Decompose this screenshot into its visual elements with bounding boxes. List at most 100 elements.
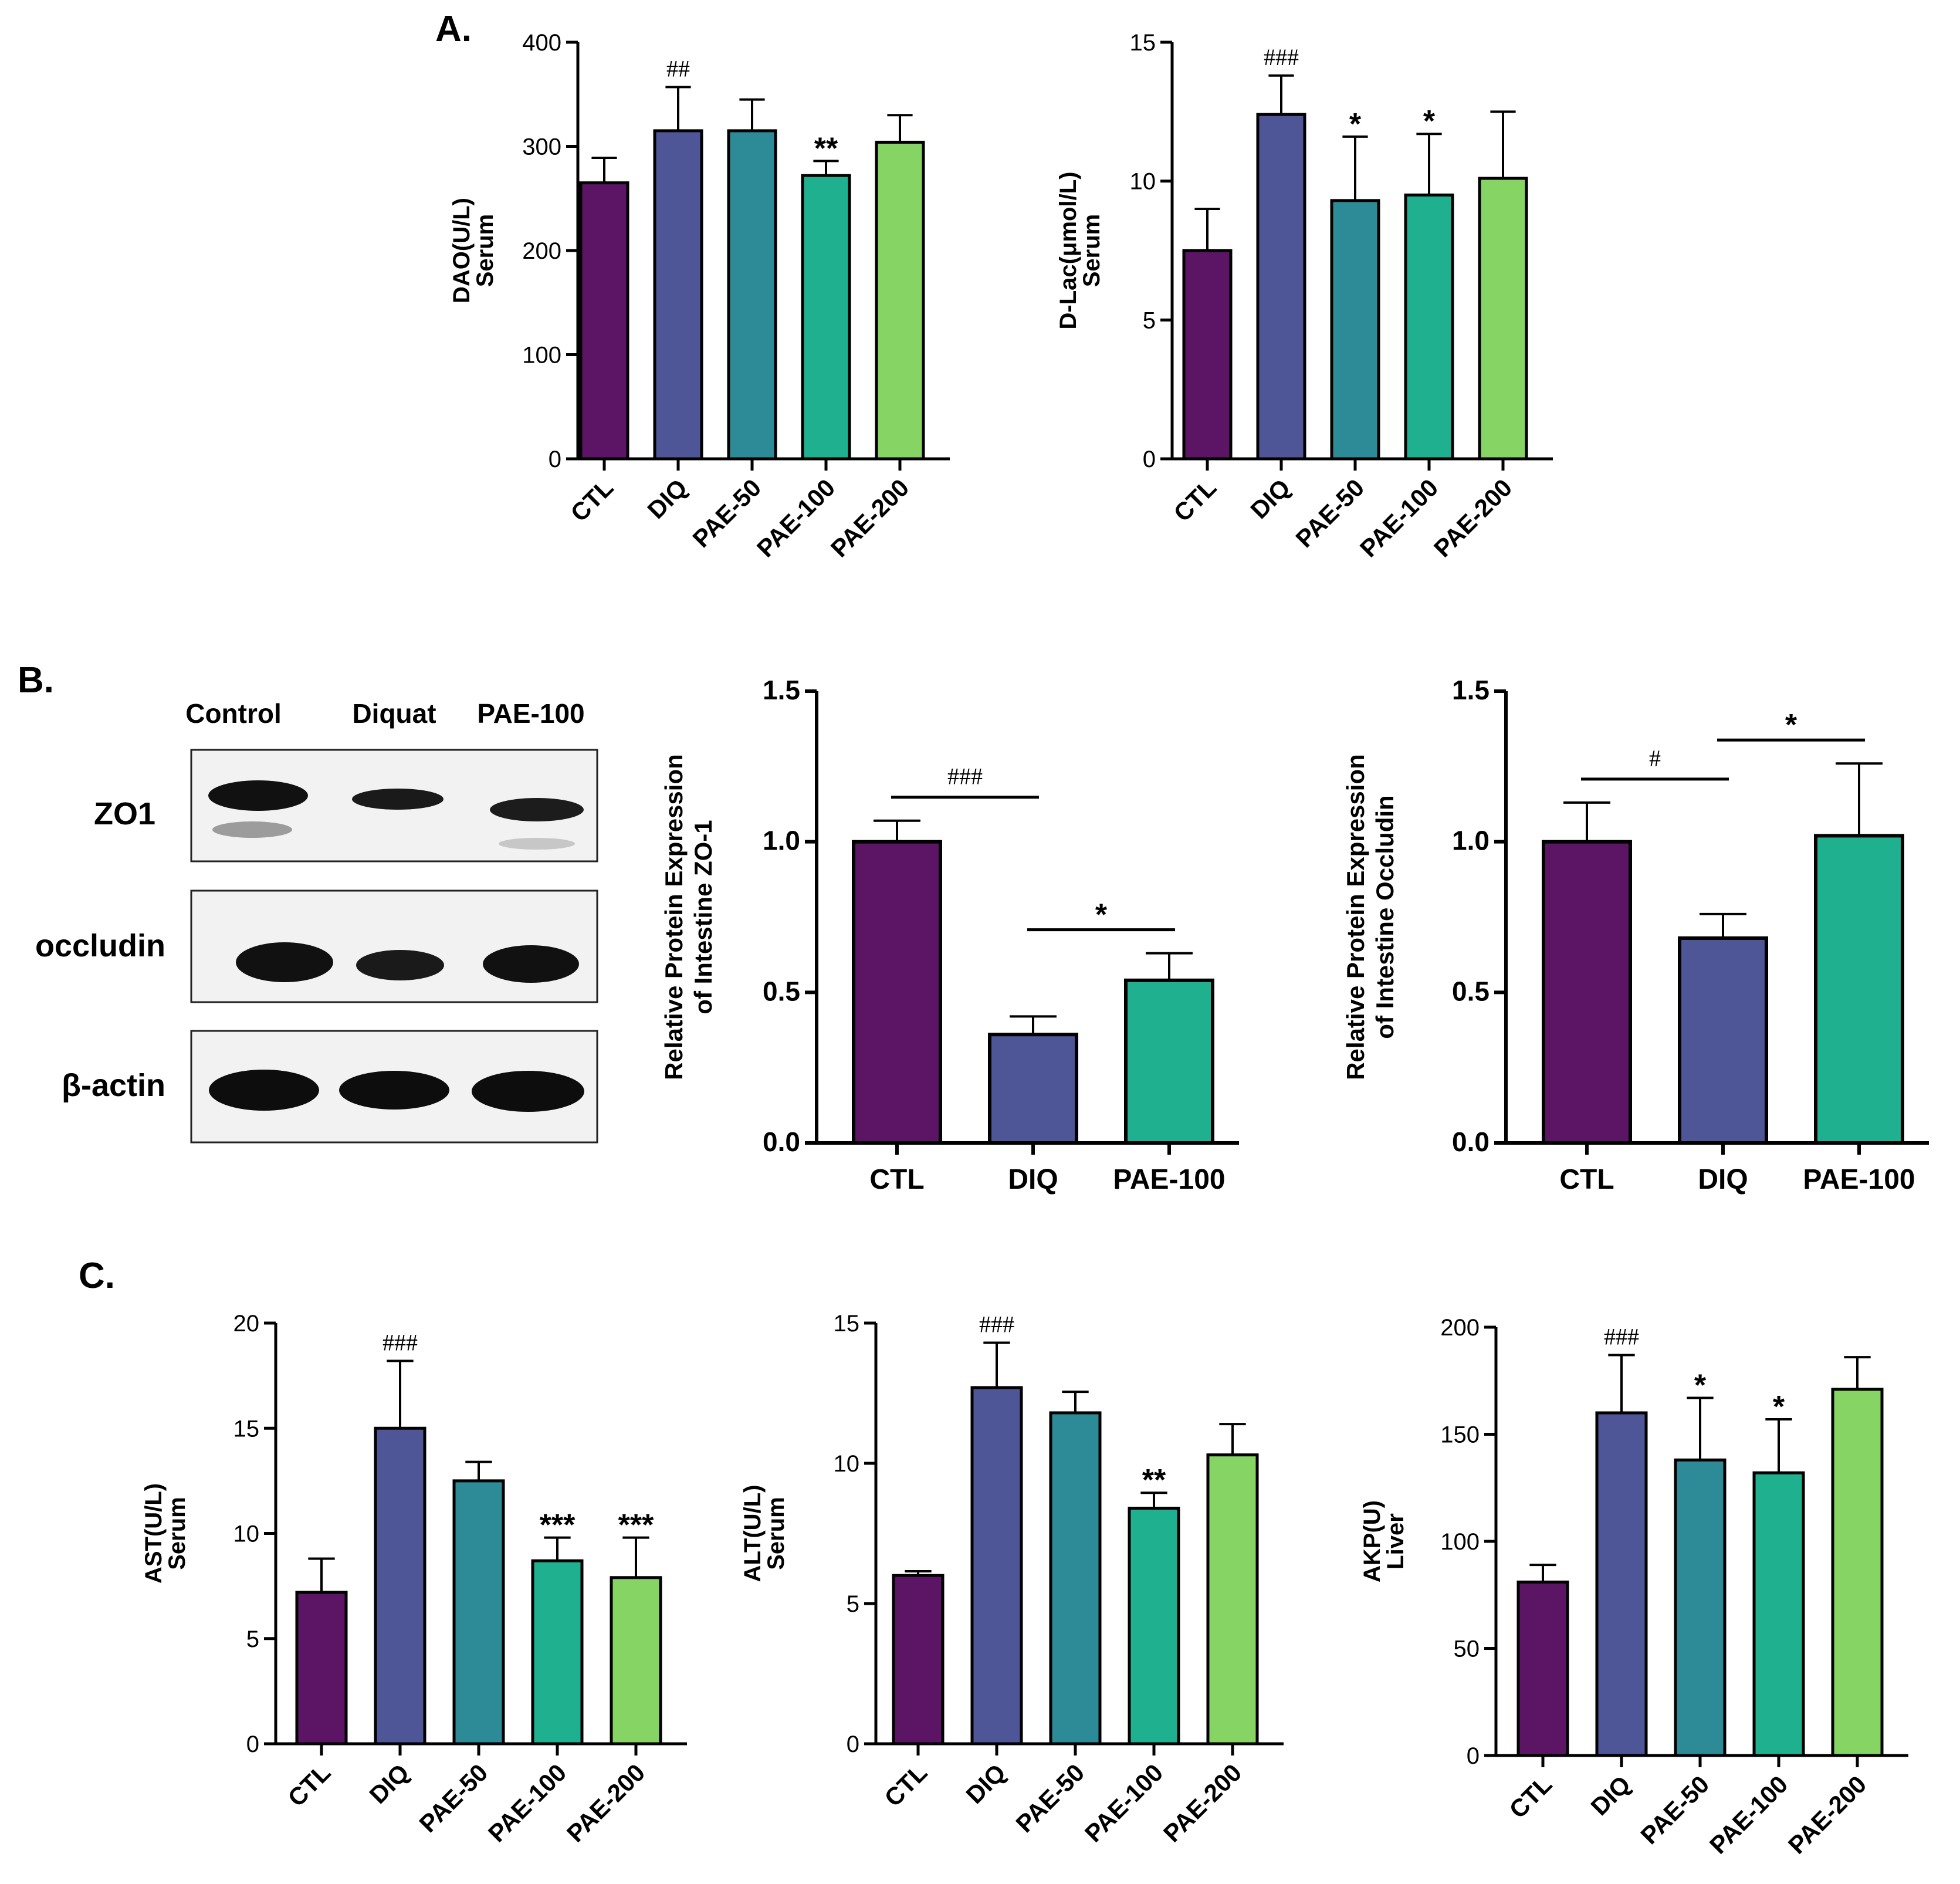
bar-diq: [1678, 936, 1768, 1145]
x-tick-label: PAE-100: [483, 1758, 572, 1848]
bar-diq: [374, 1426, 426, 1746]
chart-akp-liver: 0 50 100 150 200 AKP(U)Liver CTL DIQ ### PAE-50 * P…: [1359, 1315, 1908, 1859]
x-tick-label: DIQ: [364, 1758, 414, 1809]
y-tick-label: 15: [834, 1311, 860, 1337]
x-tick-label: PAE-200: [1783, 1770, 1872, 1859]
x-tick-label: PAE-100: [1079, 1758, 1169, 1848]
y-tick-label: 1.5: [1452, 675, 1490, 705]
bar-diq: [653, 129, 703, 461]
y-axis-label: Relative Protein Expression: [1342, 754, 1369, 1080]
x-tick-label: CTL: [1559, 1164, 1614, 1195]
bar-pae-100: [531, 1559, 584, 1746]
y-axis-label: Relative Protein Expression: [660, 754, 688, 1080]
x-tick-label: CTL: [1504, 1770, 1557, 1824]
x-tick-label: PAE-200: [561, 1758, 651, 1848]
chart-occludin-expression: 0.0 0.5 1.0 1.5 Relative Protein Expression o…: [1342, 675, 1929, 1195]
bar-pae-50: [1330, 199, 1380, 461]
blot-row-zo1: ZO1: [94, 796, 155, 831]
chart-zo1-expression: 0.0 0.5 1.0 1.5 Relative Protein Expression o…: [660, 675, 1239, 1195]
bar-pae-50: [1049, 1411, 1102, 1746]
bar-pae-200: [610, 1576, 662, 1746]
significance-label-pae-100: *: [1773, 1390, 1785, 1424]
y-tick-label: 0: [549, 447, 561, 472]
significance-label-pae-100: ***: [540, 1508, 576, 1543]
x-tick-label: CTL: [879, 1758, 932, 1812]
chart-alt-serum: 0 5 10 15 ALT(U/L)Serum CTL DIQ ### PAE-50PAE-10…: [740, 1311, 1284, 1848]
significance-label-diq: ###: [1604, 1323, 1639, 1349]
x-tick-label: PAE-200: [1428, 473, 1518, 563]
y-axis-label: of Intestine Occludin: [1371, 795, 1399, 1039]
blot-strip-zo1: [190, 749, 598, 862]
bar-pae-200: [1478, 177, 1528, 461]
bar-diq: [970, 1386, 1023, 1746]
bar-ctl: [295, 1591, 348, 1746]
significance-label-diq: ###: [979, 1311, 1014, 1337]
y-tick-label: 0.5: [1452, 976, 1490, 1006]
y-tick-label: 1.5: [763, 675, 800, 705]
comparison-label: *: [1785, 708, 1797, 742]
bar-pae-100: [1404, 193, 1454, 461]
y-tick-label: 1.0: [763, 826, 800, 856]
comparison-label: *: [1095, 898, 1108, 932]
x-tick-label: PAE-200: [1158, 1758, 1247, 1848]
y-tick-label: 15: [1130, 30, 1156, 56]
x-tick-label: PAE-100: [1113, 1164, 1225, 1195]
bar-ctl: [852, 840, 942, 1145]
y-tick-label: 5: [1143, 307, 1156, 333]
x-tick-label: PAE-100: [1704, 1770, 1793, 1859]
y-tick-label: 0: [1143, 447, 1156, 472]
x-tick-label: DIQ: [960, 1758, 1011, 1809]
y-tick-label: 1.0: [1452, 826, 1490, 856]
y-tick-label: 50: [1454, 1636, 1480, 1662]
y-tick-label: 150: [1440, 1422, 1480, 1448]
blot-strip-occludin: [190, 889, 598, 1003]
significance-label-pae-200: ***: [618, 1508, 654, 1543]
significance-label-diq: ##: [666, 55, 690, 82]
y-tick-label: 10: [1130, 169, 1156, 195]
y-tick-label: 5: [246, 1626, 259, 1652]
y-axis-label: Serum: [763, 1497, 789, 1570]
bar-ctl: [1182, 249, 1233, 461]
blot-column-control: Control: [185, 698, 282, 729]
x-tick-label: DIQ: [1245, 473, 1295, 524]
y-axis-label: ALT(U/L): [740, 1485, 766, 1582]
bar-pae-100: [1124, 978, 1214, 1145]
panel-label-b: B.: [18, 660, 54, 701]
x-tick-label: PAE-50: [1635, 1770, 1714, 1849]
y-axis-label: Serum: [472, 214, 498, 287]
y-tick-label: 5: [847, 1591, 859, 1617]
x-tick-label: CTL: [1168, 473, 1221, 527]
comparison-label: ###: [947, 763, 983, 790]
blot-row-beta-actin: β-actin: [62, 1068, 165, 1103]
significance-label-pae-50: *: [1694, 1368, 1707, 1402]
blot-column-pae-100: PAE-100: [477, 698, 584, 729]
significance-label-diq: ###: [1264, 44, 1299, 70]
y-axis-label: AST(U/L): [141, 1483, 167, 1584]
x-tick-label: DIQ: [1698, 1164, 1748, 1195]
bar-pae-100: [801, 174, 851, 461]
bar-ctl: [1516, 1580, 1569, 1757]
blot-column-diquat: Diquat: [352, 698, 436, 729]
y-tick-label: 0.5: [763, 976, 800, 1006]
significance-label-pae-100: **: [1142, 1463, 1166, 1497]
bar-pae-100: [1752, 1471, 1805, 1757]
y-tick-label: 400: [522, 30, 561, 56]
bar-ctl: [892, 1574, 945, 1746]
y-tick-label: 100: [1440, 1529, 1480, 1555]
y-tick-label: 0: [847, 1731, 859, 1757]
comparison-label: #: [1649, 745, 1661, 772]
bar-pae-50: [727, 129, 777, 461]
y-tick-label: 0.0: [1452, 1127, 1490, 1157]
significance-label-diq: ###: [382, 1330, 418, 1356]
bar-ctl: [579, 181, 629, 461]
bar-pae-50: [1674, 1458, 1727, 1757]
western-blot: Control Diquat PAE-100 ZO1 occludin β-ac…: [35, 698, 598, 1144]
panel-label-a: A.: [435, 9, 472, 49]
x-tick-label: PAE-100: [751, 473, 841, 563]
y-tick-label: 0: [246, 1731, 259, 1757]
y-axis-label: AKP(U): [1359, 1500, 1385, 1582]
